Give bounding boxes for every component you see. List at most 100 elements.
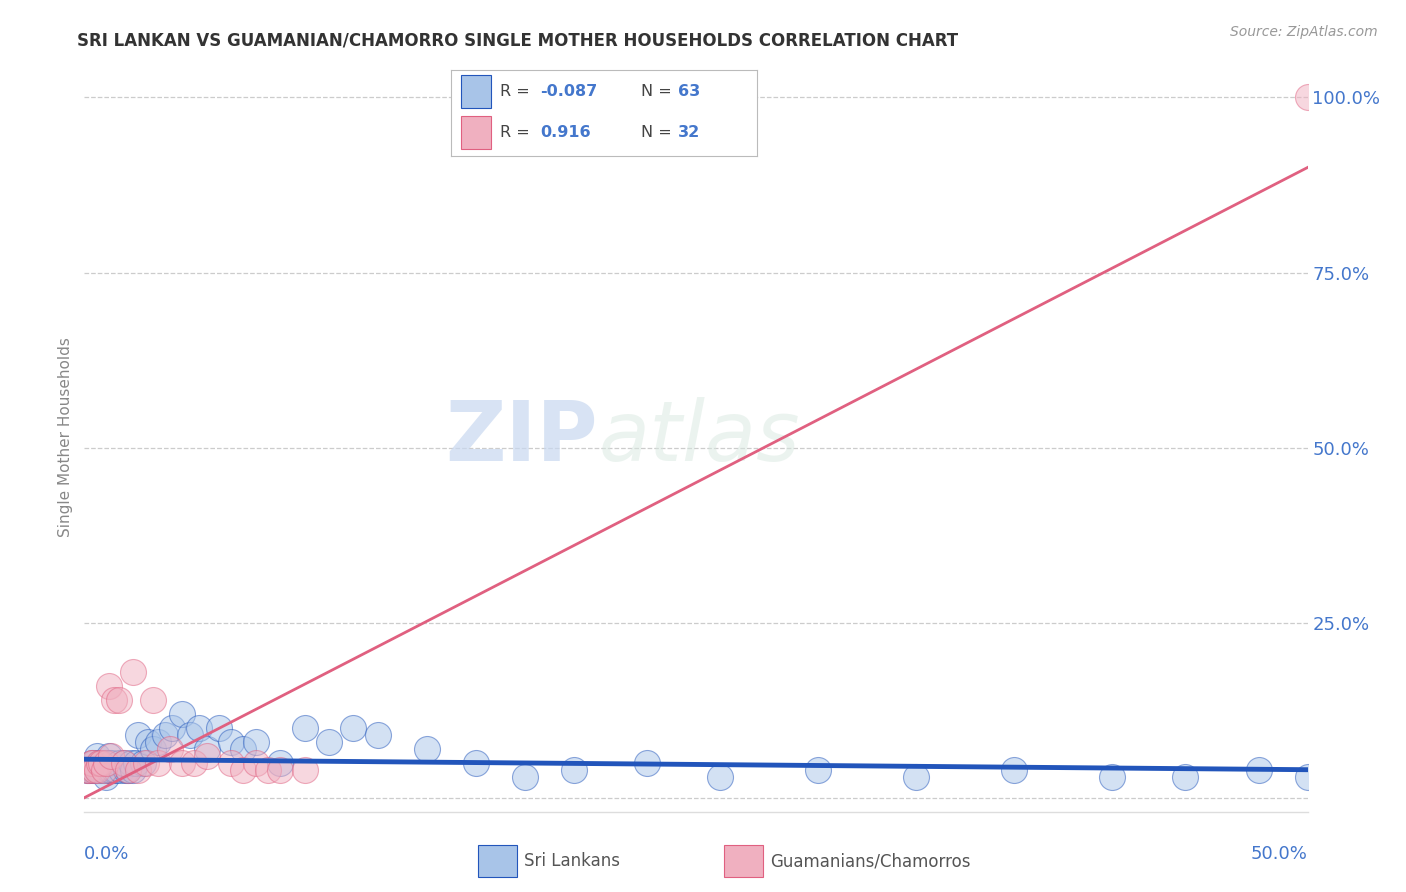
Point [464,756,486,770]
Text: ZIP: ZIP [446,397,598,477]
Point [77,763,100,777]
Point [232,741,254,756]
Point [1174,770,1197,784]
Point [142,692,165,706]
Point [107,692,129,706]
Point [76,763,98,777]
Point [93,763,115,777]
Point [294,721,316,735]
Point [105,763,128,777]
Point [318,734,340,748]
Point [905,770,928,784]
Point [562,763,585,777]
Point [103,692,125,706]
Point [1101,770,1123,784]
Point [100,756,122,770]
Point [269,756,291,770]
Point [86,763,108,777]
Text: 50.0%: 50.0% [1251,846,1308,863]
Point [132,756,155,770]
Point [80,756,103,770]
Point [115,763,138,777]
Point [110,763,132,777]
Point [93,763,115,777]
Point [96,770,118,784]
Point [162,721,184,735]
Text: Sri Lankans: Sri Lankans [524,852,620,871]
Point [179,728,201,742]
Point [208,721,231,735]
Text: Guamanians/Chamorros: Guamanians/Chamorros [770,852,970,871]
Point [1296,90,1319,104]
Text: 0.0%: 0.0% [84,846,129,863]
Point [342,721,364,735]
Point [83,763,105,777]
Point [269,763,291,777]
Text: SRI LANKAN VS GUAMANIAN/CHAMORRO SINGLE MOTHER HOUSEHOLDS CORRELATION CHART: SRI LANKAN VS GUAMANIAN/CHAMORRO SINGLE … [77,31,959,49]
Point [86,763,108,777]
Point [136,734,159,748]
Point [127,728,149,742]
Point [103,763,125,777]
Point [219,734,242,748]
Point [142,741,165,756]
Point [367,728,389,742]
Point [90,756,112,770]
Point [159,741,181,756]
Point [100,748,122,763]
Point [125,756,148,770]
Point [153,728,176,742]
Point [87,756,110,770]
Point [1002,763,1025,777]
Point [416,741,439,756]
Y-axis label: Single Mother Households: Single Mother Households [58,337,73,537]
Point [513,770,536,784]
Point [93,756,115,770]
Point [245,734,267,748]
Point [1247,763,1270,777]
Point [80,763,103,777]
Point [97,748,120,763]
Point [172,756,194,770]
Point [122,763,145,777]
Point [96,756,118,770]
Point [232,763,254,777]
Point [127,763,149,777]
Text: atlas: atlas [598,397,800,477]
Point [87,756,110,770]
Point [86,748,108,763]
Point [1296,770,1319,784]
Point [87,763,110,777]
Point [122,665,145,679]
Point [97,763,120,777]
Point [117,763,139,777]
Point [709,770,731,784]
Point [112,756,135,770]
Point [90,763,112,777]
Point [146,756,169,770]
Point [195,748,218,763]
Point [80,756,103,770]
Point [183,756,205,770]
Point [76,763,98,777]
Point [117,763,139,777]
Point [83,763,105,777]
Point [83,756,105,770]
Point [172,706,194,721]
Point [100,763,122,777]
Point [80,756,103,770]
Point [219,756,242,770]
Point [294,763,316,777]
Point [135,756,157,770]
Point [257,763,280,777]
Point [807,763,830,777]
Point [97,679,120,693]
Point [107,756,129,770]
Point [112,756,135,770]
Point [77,763,100,777]
Point [245,756,267,770]
Point [120,756,142,770]
FancyBboxPatch shape [478,846,517,878]
FancyBboxPatch shape [724,846,763,878]
Point [195,741,218,756]
